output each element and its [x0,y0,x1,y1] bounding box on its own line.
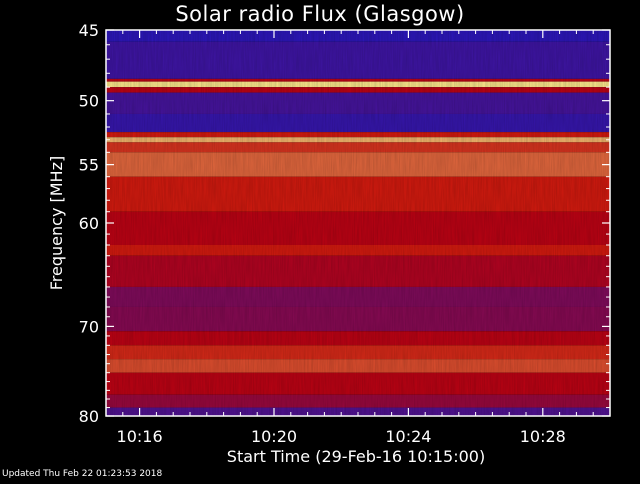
y-tick-label-45: 45 [79,21,99,40]
axis-ticks [106,29,610,417]
y-tick-label-60: 60 [79,214,99,233]
x-tick-label-0: 10:16 [117,427,163,446]
x-tick-label-2: 10:24 [385,427,431,446]
y-tick-label-55: 55 [79,156,99,175]
updated-timestamp: Updated Thu Feb 22 01:23:53 2018 [2,469,163,479]
x-tick-label-1: 10:20 [251,427,297,446]
spectrogram-noise [106,30,610,416]
axis-labels: 45 50 55 60 70 80 10:16 10:20 10:24 10:28 [79,21,566,446]
spectrum-texture [106,30,610,416]
x-axis-label: Start Time (29-Feb-16 10:15:00) [227,447,485,466]
y-tick-label-50: 50 [79,92,99,111]
y-tick-label-80: 80 [79,407,99,426]
chart-title: Solar radio Flux (Glasgow) [175,2,465,26]
y-tick-label-70: 70 [79,317,99,336]
x-tick-label-3: 10:28 [520,427,566,446]
y-axis-label: Frequency [MHz] [47,156,66,290]
